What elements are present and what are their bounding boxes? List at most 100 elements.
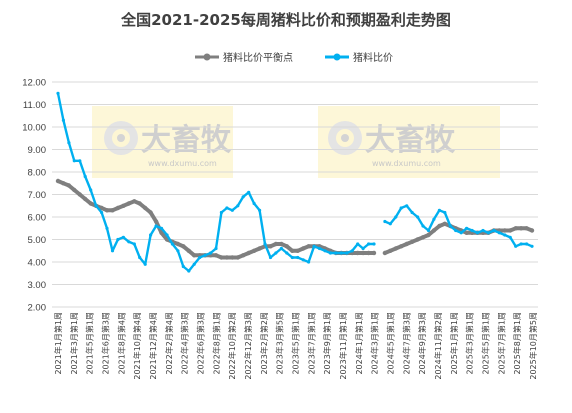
y-tick-label: 11.00 [23,100,46,111]
legend: 猪料比价平衡点 猪料比价 [195,51,393,64]
point-breakeven [251,248,257,253]
y-tick-label: 7.00 [28,190,47,201]
point-breakeven [279,241,284,247]
point-ratio [149,233,153,237]
point-breakeven [110,208,115,213]
x-tick-label: 2024年11月第2周 [433,312,443,380]
point-ratio [296,255,300,260]
legend-marker-breakeven [203,53,211,61]
point-ratio [241,195,245,199]
x-tick-label: 2023年9月第1周 [322,312,332,375]
point-breakeven [257,246,262,251]
point-breakeven [399,244,404,249]
x-tick-label: 2025年3月第1周 [465,312,475,375]
y-tick-label: 3.00 [28,280,47,291]
point-breakeven [366,250,371,256]
point-ratio [258,208,262,212]
point-ratio [176,249,180,253]
point-ratio [230,208,234,212]
point-ratio [334,251,338,255]
y-tick-label: 5.00 [28,235,47,246]
point-breakeven [213,253,219,258]
x-tick-label: 2024年9月第3周 [417,312,427,375]
watermark-brand: 大畜牧 [365,123,456,158]
point-breakeven [88,201,93,206]
point-breakeven [192,253,197,258]
point-breakeven [77,192,83,197]
point-breakeven [132,199,137,204]
x-tick-label: 2024年5月第1周 [386,312,396,375]
watermark-url: www.dxumu.com [148,159,217,168]
point-breakeven [137,201,142,206]
point-ratio [443,210,447,215]
x-tick-label: 2025年7月第1周 [496,312,506,375]
point-breakeven [121,203,126,208]
point-ratio [410,210,414,215]
point-ratio [514,244,518,248]
point-ratio [105,226,109,230]
point-ratio [432,217,436,221]
point-ratio [214,246,218,251]
x-tick-label: 2025年1月第1周 [449,312,459,375]
point-breakeven [529,228,535,233]
y-tick-label: 12.00 [22,78,46,89]
point-ratio [317,246,322,251]
x-tick-label: 2023年5月第1周 [291,312,301,375]
point-ratio [530,244,534,248]
point-breakeven [181,244,186,249]
x-tick-label: 2023年3月第5周 [275,312,285,375]
point-ratio [94,204,98,208]
point-ratio [367,242,371,246]
point-ratio [437,208,441,212]
x-tick-label: 2023年2月第2周 [259,312,269,375]
point-ratio [328,251,332,255]
point-ratio [132,242,136,246]
point-ratio [426,228,431,233]
point-breakeven [219,255,224,260]
point-ratio [127,240,131,244]
point-ratio [301,258,305,262]
point-ratio [470,228,474,233]
point-breakeven [224,255,230,260]
point-ratio [486,231,490,235]
point-breakeven [230,255,235,260]
point-ratio [78,159,82,163]
point-breakeven [393,246,398,251]
point-breakeven [104,208,110,213]
x-tick-label: 2022年6月第3周 [196,312,206,375]
point-ratio [416,215,420,219]
point-breakeven [426,232,431,238]
point-breakeven [295,248,300,253]
x-axis: 2021年1月第1周 2021年3月第1周 2021年5月第1周 2021年6月第3周… [53,312,538,380]
point-ratio [465,226,469,230]
chart-title: 全国2021-2025每周猪料比价和预期盈利走势图 [120,11,451,29]
x-tick-label: 2024年1月第1周 [354,312,364,375]
point-ratio [72,159,76,163]
point-ratio [421,224,425,228]
point-ratio [121,235,125,239]
point-breakeven [148,210,153,215]
point-breakeven [513,226,518,231]
point-breakeven [55,178,61,184]
point-breakeven [355,250,360,256]
point-ratio [356,242,360,246]
point-ratio [252,201,256,206]
point-ratio [323,249,327,253]
point-ratio [154,224,158,228]
point-ratio [399,206,403,210]
point-breakeven [431,228,437,233]
watermark-right: 大畜牧 www.dxumu.com [318,106,500,178]
point-ratio [268,255,273,260]
point-ratio [497,231,501,235]
point-ratio [110,249,115,253]
point-breakeven [415,237,420,242]
point-ratio [459,231,463,235]
y-axis: 2.00 3.00 4.00 5.00 6.00 7.00 8.00 9.00 10.00 11.… [22,78,46,314]
point-ratio [236,204,240,208]
point-ratio [350,249,354,253]
point-ratio [290,255,294,260]
point-ratio [61,118,65,122]
x-tick-label: 2024年7月第3周 [401,312,411,375]
point-breakeven [464,230,469,235]
point-breakeven [284,244,289,249]
